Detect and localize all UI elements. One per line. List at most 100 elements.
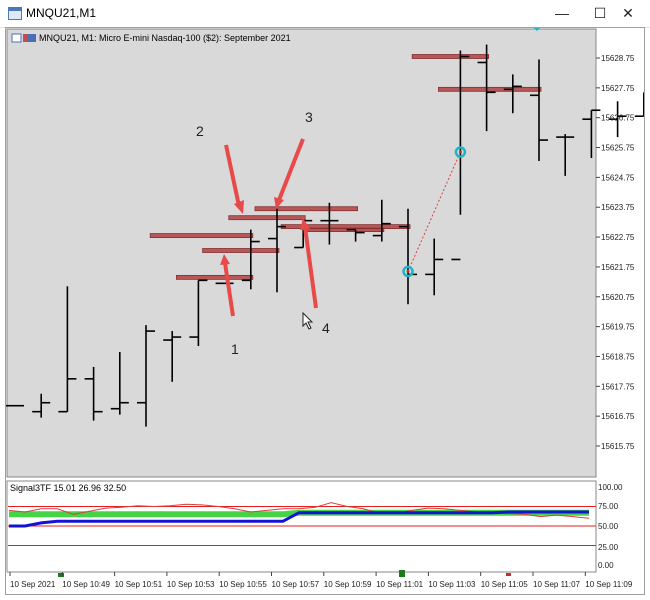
price-bar: [268, 208, 286, 293]
indicator-level-25: 25.00: [598, 543, 619, 552]
price-bar: [503, 74, 522, 114]
chart-caption: MNQU21, M1: Micro E-mini Nasdaq-100 ($2)…: [39, 33, 291, 43]
arrow-4: [303, 226, 318, 309]
time-axis-label: 10 Sep 10:55: [219, 580, 267, 589]
price-axis-label: 15625.75: [601, 144, 635, 153]
price-bar: [634, 92, 650, 117]
indicator-axis: 100.00 75.00 50.00 25.00 0.00: [598, 483, 623, 570]
price-axis-label: 15626.75: [601, 114, 635, 123]
chart-canvas[interactable]: MNQU21, M1: Micro E-mini Nasdaq-100 ($2)…: [6, 27, 650, 594]
arrow-2: [224, 144, 241, 207]
price-axis-label: 15624.75: [601, 173, 635, 182]
price-bar: [372, 199, 391, 242]
time-axis-label: 10 Sep 11:03: [428, 580, 476, 589]
price-bar: [58, 286, 77, 413]
price-axis-label: 15622.75: [601, 233, 635, 242]
price-axis-label: 15617.75: [601, 382, 635, 391]
price-bar: [608, 101, 627, 138]
annotation-labels: 2 3 1 4: [196, 109, 330, 357]
price-bar: [530, 59, 548, 161]
indicator-level-50: 50.00: [598, 522, 619, 531]
level-rectangle: [202, 248, 280, 253]
signal-marker-ring: [402, 265, 414, 278]
indicator-series: [8, 502, 590, 528]
chart-window-icon: [8, 7, 22, 20]
level-rectangle: [254, 206, 358, 212]
price-bar: [582, 109, 601, 158]
signal-marker-dot: [406, 269, 410, 273]
price-axis-label: 15628.75: [601, 54, 635, 63]
indicator-level-100: 100.00: [598, 483, 623, 492]
indicator-level-lines: [8, 506, 596, 546]
level-rectangle: [149, 233, 254, 238]
chart-window[interactable]: MNQU21, M1: Micro E-mini Nasdaq-100 ($2)…: [5, 27, 650, 595]
time-axis-label: 10 Sep 11:09: [585, 580, 633, 589]
level-rectangle: [411, 54, 490, 59]
price-bars: [6, 44, 650, 427]
price-axis-label: 15623.75: [601, 203, 635, 212]
annotation-label-2: 2: [196, 123, 204, 139]
arrow-3-head: [274, 197, 284, 209]
chart-caption-icons: [11, 33, 36, 43]
price-bar: [32, 393, 51, 418]
arrow-2-head: [234, 200, 244, 214]
time-axis-label: 10 Sep 11:05: [481, 580, 529, 589]
top-marker: [533, 27, 541, 31]
arrow-3: [277, 138, 305, 201]
price-bar: [320, 202, 339, 245]
signal-markers: [402, 27, 541, 278]
time-axis[interactable]: 10 Sep 2021 10 Sep 10:49 10 Sep 10:51 10 Se…: [9, 572, 633, 589]
price-axis-label: 15619.75: [601, 323, 635, 332]
annotation-label-1: 1: [231, 341, 239, 357]
price-axis-label: 15615.75: [601, 442, 635, 451]
time-axis-label: 10 Sep 10:51: [115, 580, 163, 589]
time-axis-label: 10 Sep 11:01: [376, 580, 424, 589]
mouse-cursor: [302, 311, 314, 330]
maximize-button[interactable]: ☐: [593, 5, 607, 21]
arrow-1: [223, 262, 235, 317]
arrow-1-head: [220, 254, 230, 265]
close-button[interactable]: ✕: [622, 5, 634, 21]
annotation-arrows: [220, 138, 318, 317]
price-bar: [556, 134, 575, 176]
indicator-level-0: 0.00: [598, 561, 614, 570]
price-bar: [110, 351, 129, 415]
annotation-label-4: 4: [322, 320, 330, 336]
event-markers-strip: [58, 570, 511, 577]
time-axis-label: 10 Sep 10:53: [167, 580, 215, 589]
arrow-4-head: [300, 218, 310, 230]
price-axis-label: 15618.75: [601, 352, 635, 361]
price-axis-label: 15621.75: [601, 263, 635, 272]
price-bar: [477, 44, 496, 132]
marker-connector-line: [407, 151, 461, 272]
time-axis-label: 10 Sep 2021: [10, 580, 56, 589]
window-titlebar: MNQU21,M1 — ☐ ✕: [0, 0, 650, 28]
price-bar: [137, 325, 155, 427]
price-bar: [451, 50, 470, 261]
price-bar: [163, 331, 182, 382]
window-title: MNQU21,M1: [26, 6, 97, 20]
price-axis-label: 15620.75: [601, 293, 635, 302]
price-bar: [241, 229, 260, 290]
minimize-button[interactable]: —: [555, 5, 569, 21]
signal-marker-dot: [458, 150, 462, 154]
time-axis-label: 10 Sep 10:57: [272, 580, 320, 589]
price-bar: [425, 238, 444, 296]
price-axis-label: 15627.75: [601, 84, 635, 93]
level-rectangles[interactable]: [149, 54, 542, 280]
indicator-caption: Signal3TF 15.01 26.96 32.50: [10, 483, 126, 493]
indicator-series-line: [9, 510, 589, 528]
level-rectangle: [437, 86, 542, 92]
signal-marker-ring: [454, 146, 467, 158]
price-bar: [189, 279, 208, 347]
price-pane[interactable]: [6, 28, 597, 478]
indicator-level-75: 75.00: [598, 502, 619, 511]
annotation-label-3: 3: [305, 109, 313, 125]
price-bar: [84, 366, 103, 421]
time-axis-label: 10 Sep 10:59: [324, 580, 372, 589]
price-bar: [346, 228, 365, 242]
time-axis-label: 10 Sep 10:49: [62, 580, 110, 589]
level-rectangle: [228, 215, 306, 221]
price-axis-label: 15616.75: [601, 412, 635, 421]
price-axis[interactable]: 15628.75 15627.75 15626.75 15625.75 15624.75…: [596, 54, 635, 451]
